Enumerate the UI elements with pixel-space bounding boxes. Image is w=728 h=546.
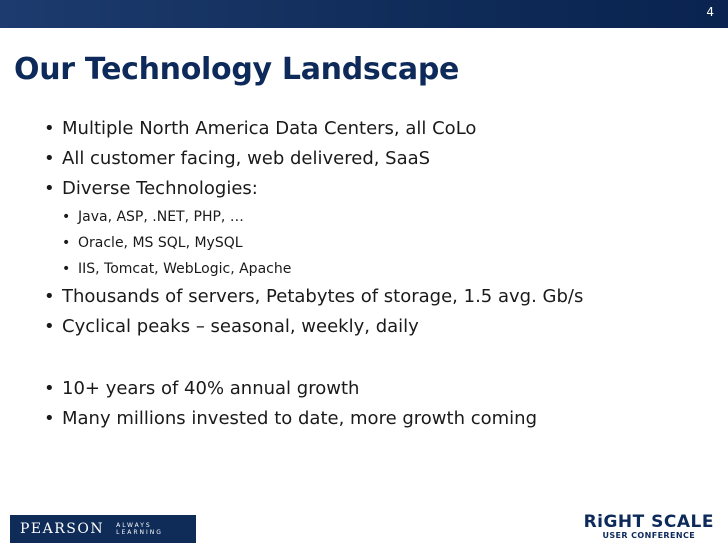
bullet-item: Thousands of servers, Petabytes of stora…: [44, 282, 583, 312]
bullet-item: Diverse Technologies:: [44, 174, 583, 204]
top-bar: 4: [0, 0, 728, 28]
bullet-item: Multiple North America Data Centers, all…: [44, 114, 583, 144]
rightscale-logo: RiGHT SCALE USER CONFERENCE: [583, 512, 714, 541]
pearson-tagline: ALWAYS LEARNING: [116, 522, 163, 536]
spacer: [44, 342, 583, 374]
bullet-list: Multiple North America Data Centers, all…: [44, 114, 583, 434]
slide-title: Our Technology Landscape: [14, 52, 460, 87]
sub-bullet-item: IIS, Tomcat, WebLogic, Apache: [44, 256, 583, 282]
slide-number: 4: [706, 5, 714, 19]
pearson-logo: PEARSON ALWAYS LEARNING: [10, 515, 196, 543]
bullet-item: Many millions invested to date, more gro…: [44, 404, 583, 434]
sub-bullet-item: Java, ASP, .NET, PHP, …: [44, 204, 583, 230]
bullet-item: All customer facing, web delivered, SaaS: [44, 144, 583, 174]
sub-bullet-item: Oracle, MS SQL, MySQL: [44, 230, 583, 256]
pearson-brand: PEARSON: [20, 521, 105, 537]
rightscale-subtitle: USER CONFERENCE: [602, 531, 696, 540]
bullet-item: Cyclical peaks – seasonal, weekly, daily: [44, 312, 583, 342]
rightscale-wordmark: RiGHT SCALE: [583, 512, 714, 532]
bullet-item: 10+ years of 40% annual growth: [44, 374, 583, 404]
